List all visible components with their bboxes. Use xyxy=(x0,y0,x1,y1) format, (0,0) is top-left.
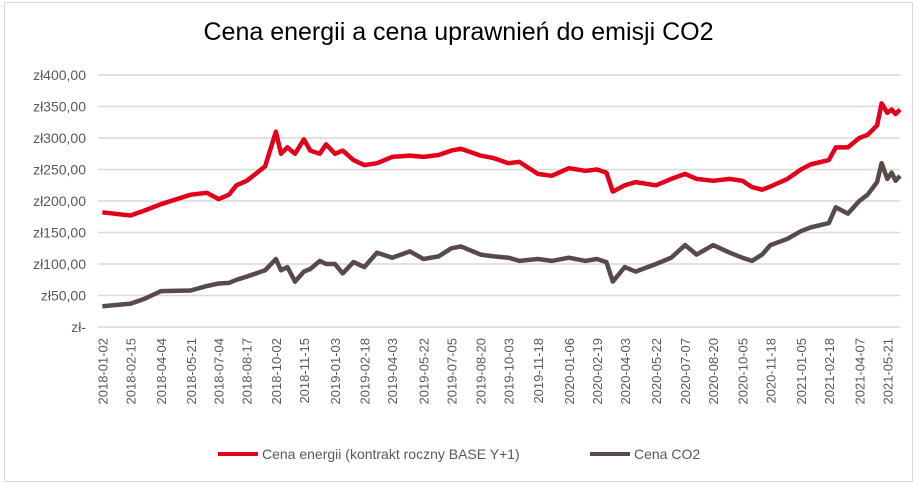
x-tick-label: 2019-05-22 xyxy=(416,338,431,405)
x-tick-label: 2020-10-05 xyxy=(735,338,750,405)
x-tick-label: 2018-10-02 xyxy=(269,338,284,405)
x-tick-label: 2018-11-15 xyxy=(297,338,312,404)
x-tick-label: 2020-08-20 xyxy=(706,338,721,405)
y-tick-label: zł150,00 xyxy=(33,225,86,241)
x-tick-label: 2018-05-21 xyxy=(184,338,199,405)
x-tick-label: 2019-07-05 xyxy=(444,338,459,405)
x-tick-label: 2019-10-03 xyxy=(502,338,517,405)
legend-label-co2: Cena CO2 xyxy=(634,446,701,462)
x-tick-label: 2020-02-19 xyxy=(590,338,605,405)
x-tick-label: 2019-01-03 xyxy=(328,338,343,405)
y-tick-label: zł100,00 xyxy=(33,256,86,272)
chart-area xyxy=(4,2,913,482)
x-tick-label: 2021-04-07 xyxy=(852,338,867,405)
legend-swatch-co2 xyxy=(590,452,630,456)
x-tick-label: 2021-05-21 xyxy=(880,338,895,405)
x-tick-label: 2019-02-18 xyxy=(357,338,372,405)
x-tick-label: 2018-04-04 xyxy=(154,338,169,405)
x-tick-label: 2020-01-06 xyxy=(562,338,577,405)
y-tick-label: zł350,00 xyxy=(33,99,86,115)
x-tick-label: 2020-11-18 xyxy=(763,338,778,404)
x-tick-label: 2019-04-03 xyxy=(385,338,400,405)
series-line-co2 xyxy=(102,160,902,309)
x-tick-label: 2019-11-18 xyxy=(531,338,546,404)
y-tick-label: zł300,00 xyxy=(33,130,86,146)
x-tick-label: 2019-08-20 xyxy=(474,338,489,405)
x-tick-label: 2021-02-18 xyxy=(822,338,837,405)
y-tick-label: zł400,00 xyxy=(33,67,86,83)
x-tick-label: 2018-02-15 xyxy=(123,338,138,405)
y-tick-label: zł200,00 xyxy=(33,193,86,209)
legend-swatch-energy xyxy=(218,452,258,456)
y-tick-label: zł50,00 xyxy=(41,288,86,304)
x-tick-label: 2020-05-22 xyxy=(649,338,664,405)
x-tick-label: 2018-01-02 xyxy=(95,338,110,405)
x-tick-label: 2020-04-03 xyxy=(618,338,633,405)
x-tick-label: 2020-07-07 xyxy=(678,338,693,405)
chart-title: Cena energii a cena uprawnień do emisji … xyxy=(203,18,714,46)
y-tick-label: zł250,00 xyxy=(33,162,86,178)
legend-item-co2: Cena CO2 xyxy=(590,446,700,462)
legend-label-energy: Cena energii (kontrakt roczny BASE Y+1) xyxy=(262,446,520,462)
y-tick-label: zł- xyxy=(71,319,86,335)
x-tick-label: 2021-01-05 xyxy=(794,338,809,405)
series-line-energy xyxy=(102,101,902,218)
x-tick-label: 2018-08-17 xyxy=(240,338,255,405)
legend-item-energy: Cena energii (kontrakt roczny BASE Y+1) xyxy=(218,446,520,462)
x-tick-label: 2018-07-04 xyxy=(212,338,227,405)
